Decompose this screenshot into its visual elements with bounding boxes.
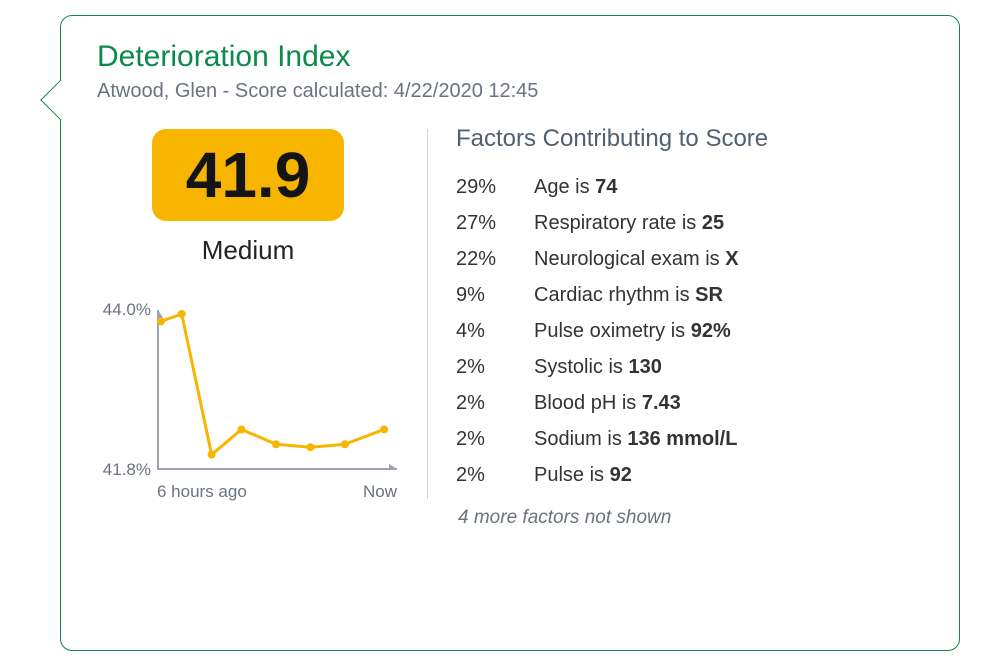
chart-y-base-label: 41.8% (103, 460, 151, 480)
score-timestamp: 4/22/2020 12:45 (394, 80, 539, 102)
factor-pct: 27% (456, 205, 534, 241)
factor-label: Age is 74 (534, 169, 617, 205)
factor-pct: 2% (456, 385, 534, 421)
factor-label: Sodium is 136 mmol/L (534, 421, 737, 457)
factors-list: 29%Age is 7427%Respiratory rate is 2522%… (456, 169, 923, 493)
factor-pct: 2% (456, 349, 534, 385)
factor-pct: 9% (456, 277, 534, 313)
factor-label: Pulse oximetry is 92% (534, 313, 731, 349)
trend-chart: 44.0% 41.8% 6 hours ago Now (97, 302, 399, 522)
factor-label: Respiratory rate is 25 (534, 205, 724, 241)
factor-pct: 2% (456, 457, 534, 493)
factor-row: 9%Cardiac rhythm is SR (456, 277, 923, 313)
factors-panel: Factors Contributing to Score 29%Age is … (428, 125, 923, 529)
factor-pct: 22% (456, 241, 534, 277)
factor-row: 2%Blood pH is 7.43 (456, 385, 923, 421)
card-title: Deterioration Index (97, 40, 923, 74)
factor-row: 2%Pulse is 92 (456, 457, 923, 493)
factor-row: 2%Sodium is 136 mmol/L (456, 421, 923, 457)
factor-row: 2%Systolic is 130 (456, 349, 923, 385)
factor-label: Blood pH is 7.43 (534, 385, 681, 421)
score-panel: 41.9 Medium 44.0% 41.8% 6 hours ago Now (97, 125, 427, 529)
chart-y-top-label: 44.0% (103, 300, 151, 320)
factors-title: Factors Contributing to Score (456, 125, 923, 153)
factors-more: 4 more factors not shown (458, 507, 923, 529)
score-value: 41.9 (186, 143, 311, 207)
factor-pct: 4% (456, 313, 534, 349)
factor-pct: 29% (456, 169, 534, 205)
factor-row: 27%Respiratory rate is 25 (456, 205, 923, 241)
deterioration-card: Deterioration Index Atwood, Glen - Score… (60, 15, 960, 651)
factor-row: 22%Neurological exam is X (456, 241, 923, 277)
factor-label: Systolic is 130 (534, 349, 662, 385)
subtitle-prefix: Score calculated: (235, 80, 388, 102)
subtitle-sep: - (223, 80, 235, 102)
factor-label: Cardiac rhythm is SR (534, 277, 723, 313)
patient-name: Atwood, Glen (97, 80, 217, 102)
chart-x-right-label: Now (363, 482, 397, 502)
factor-label: Neurological exam is X (534, 241, 739, 277)
chart-x-left-label: 6 hours ago (157, 482, 247, 502)
factor-pct: 2% (456, 421, 534, 457)
bubble-pointer-icon (40, 80, 80, 120)
card-subtitle: Atwood, Glen - Score calculated: 4/22/20… (97, 80, 923, 103)
score-badge: 41.9 (152, 129, 345, 221)
factor-label: Pulse is 92 (534, 457, 632, 493)
factor-row: 4%Pulse oximetry is 92% (456, 313, 923, 349)
score-label: Medium (97, 235, 399, 266)
factor-row: 29%Age is 74 (456, 169, 923, 205)
trend-line-svg (157, 310, 397, 470)
